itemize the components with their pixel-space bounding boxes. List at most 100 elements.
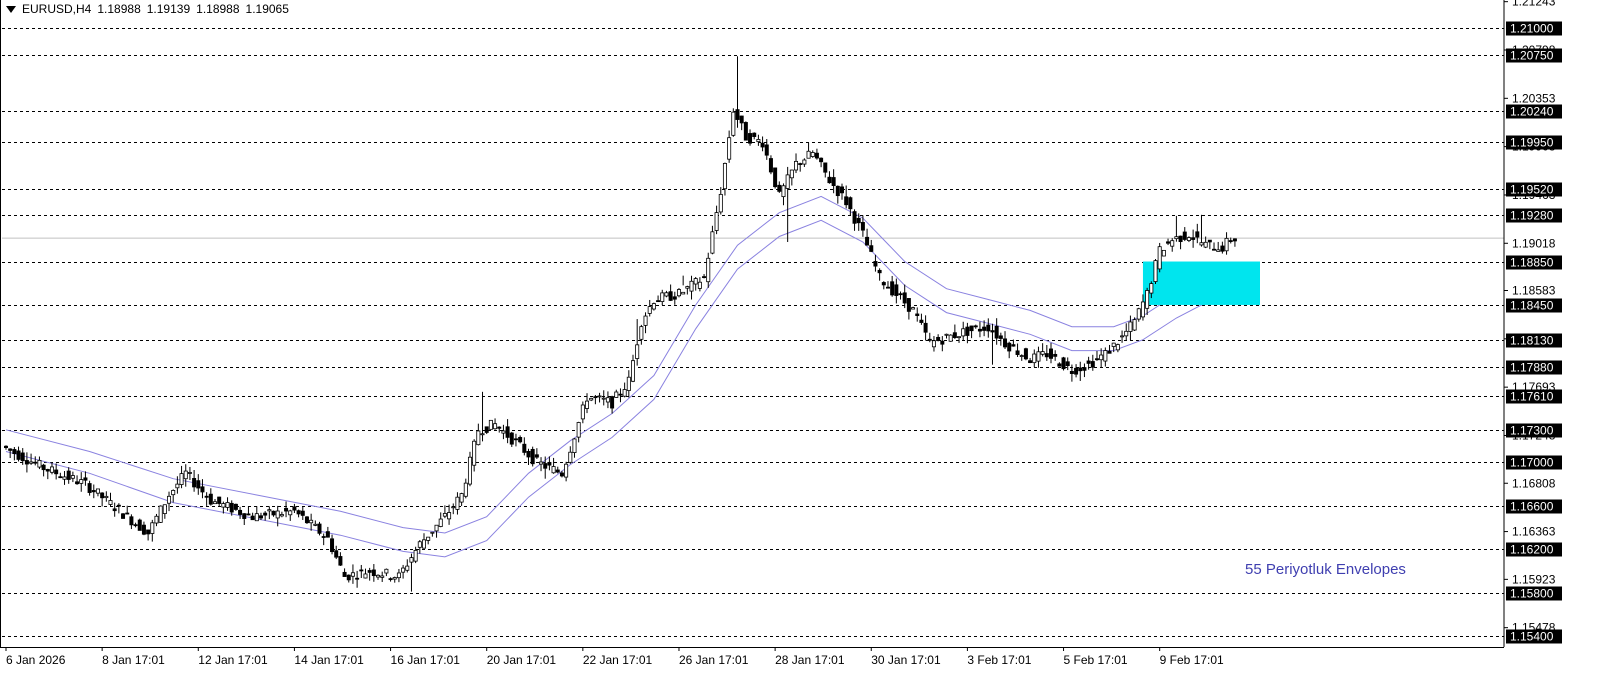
candle[interactable] bbox=[894, 278, 899, 304]
candle[interactable] bbox=[409, 553, 414, 592]
candle[interactable] bbox=[977, 321, 982, 338]
candle[interactable] bbox=[455, 492, 460, 515]
candle[interactable] bbox=[915, 307, 920, 322]
candle[interactable] bbox=[459, 492, 464, 506]
candle[interactable] bbox=[697, 277, 702, 292]
candle[interactable] bbox=[743, 121, 748, 141]
candle[interactable] bbox=[229, 500, 234, 516]
candle[interactable] bbox=[467, 451, 472, 487]
candle[interactable] bbox=[794, 153, 799, 174]
candle[interactable] bbox=[62, 471, 67, 485]
candle[interactable] bbox=[359, 564, 364, 579]
candle[interactable] bbox=[129, 514, 134, 530]
candle[interactable] bbox=[601, 390, 606, 406]
candle[interactable] bbox=[275, 505, 280, 527]
candle[interactable] bbox=[493, 418, 498, 430]
candle[interactable] bbox=[304, 516, 309, 524]
candle[interactable] bbox=[543, 456, 548, 479]
candle[interactable] bbox=[676, 288, 681, 298]
candle[interactable] bbox=[1174, 215, 1179, 242]
candle[interactable] bbox=[476, 423, 481, 446]
candle[interactable] bbox=[225, 497, 230, 511]
candle[interactable] bbox=[944, 333, 949, 339]
candle[interactable] bbox=[263, 511, 268, 521]
candle[interactable] bbox=[1166, 238, 1171, 246]
candle[interactable] bbox=[271, 510, 276, 517]
candle[interactable] bbox=[789, 169, 794, 186]
candle[interactable] bbox=[664, 290, 669, 298]
candle[interactable] bbox=[442, 505, 447, 519]
candle[interactable] bbox=[806, 142, 811, 159]
candle[interactable] bbox=[204, 492, 209, 506]
candle[interactable] bbox=[217, 496, 222, 507]
candle[interactable] bbox=[158, 505, 163, 523]
candle[interactable] bbox=[1107, 344, 1112, 354]
candle[interactable] bbox=[430, 531, 435, 537]
candle[interactable] bbox=[179, 465, 184, 489]
candle[interactable] bbox=[1203, 236, 1208, 249]
candle[interactable] bbox=[1090, 354, 1095, 371]
candle[interactable] bbox=[33, 456, 38, 466]
candle[interactable] bbox=[576, 421, 581, 443]
candle[interactable] bbox=[685, 285, 690, 295]
candle[interactable] bbox=[877, 268, 882, 281]
candle[interactable] bbox=[463, 478, 468, 499]
candle[interactable] bbox=[852, 209, 857, 231]
candle[interactable] bbox=[1212, 242, 1217, 251]
candle[interactable] bbox=[95, 488, 100, 497]
candle[interactable] bbox=[54, 463, 59, 480]
candle[interactable] bbox=[727, 130, 732, 163]
candle[interactable] bbox=[321, 533, 326, 546]
candle[interactable] bbox=[827, 171, 832, 184]
candle[interactable] bbox=[41, 463, 46, 477]
candle[interactable] bbox=[1207, 239, 1212, 250]
candle[interactable] bbox=[1120, 330, 1125, 343]
candle[interactable] bbox=[614, 389, 619, 399]
candle[interactable] bbox=[585, 393, 590, 414]
candle[interactable] bbox=[1053, 350, 1058, 361]
candle[interactable] bbox=[906, 298, 911, 320]
candle[interactable] bbox=[668, 284, 673, 302]
candle[interactable] bbox=[472, 439, 477, 472]
candle[interactable] bbox=[522, 437, 527, 456]
candle[interactable] bbox=[555, 466, 560, 474]
candle[interactable] bbox=[1069, 364, 1074, 382]
candle[interactable] bbox=[20, 448, 25, 465]
candle[interactable] bbox=[756, 134, 761, 146]
candle[interactable] bbox=[1023, 347, 1028, 361]
candle[interactable] bbox=[957, 336, 962, 343]
candle[interactable] bbox=[371, 564, 376, 582]
candle[interactable] bbox=[1199, 214, 1204, 247]
candle[interactable] bbox=[141, 521, 146, 536]
candle[interactable] bbox=[948, 334, 953, 342]
candle[interactable] bbox=[8, 448, 13, 459]
candle[interactable] bbox=[108, 492, 113, 507]
candle[interactable] bbox=[869, 239, 874, 253]
candle[interactable] bbox=[1049, 342, 1054, 364]
candle[interactable] bbox=[564, 461, 569, 482]
candle[interactable] bbox=[238, 506, 243, 519]
candle[interactable] bbox=[831, 169, 836, 194]
candle[interactable] bbox=[1086, 356, 1091, 370]
candle[interactable] bbox=[768, 155, 773, 175]
candle[interactable] bbox=[798, 162, 803, 172]
candle[interactable] bbox=[982, 320, 987, 337]
candle[interactable] bbox=[890, 275, 895, 297]
candle[interactable] bbox=[137, 518, 142, 531]
candle[interactable] bbox=[597, 392, 602, 403]
candle[interactable] bbox=[530, 446, 535, 467]
candle[interactable] bbox=[192, 469, 197, 492]
candle[interactable] bbox=[438, 512, 443, 528]
candle[interactable] bbox=[1115, 343, 1120, 353]
candle[interactable] bbox=[45, 468, 50, 480]
candle[interactable] bbox=[4, 445, 9, 450]
candle[interactable] bbox=[760, 136, 765, 152]
candle[interactable] bbox=[911, 306, 916, 310]
candle[interactable] bbox=[1232, 238, 1237, 247]
candle[interactable] bbox=[150, 519, 155, 542]
candle[interactable] bbox=[835, 185, 840, 204]
candle[interactable] bbox=[990, 323, 995, 365]
candle[interactable] bbox=[1178, 235, 1183, 250]
candle[interactable] bbox=[693, 276, 698, 291]
candle[interactable] bbox=[233, 503, 238, 511]
